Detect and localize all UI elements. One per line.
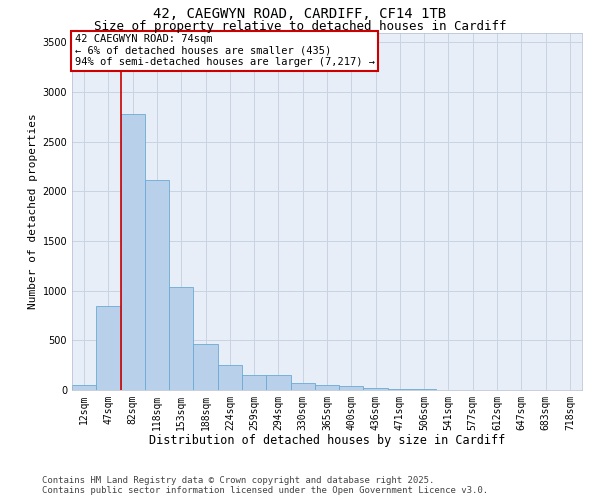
Bar <box>266 374 290 390</box>
Bar <box>364 388 388 390</box>
Bar <box>388 388 412 390</box>
Bar <box>339 386 364 390</box>
Bar <box>121 114 145 390</box>
Text: 42 CAEGWYN ROAD: 74sqm
← 6% of detached houses are smaller (435)
94% of semi-det: 42 CAEGWYN ROAD: 74sqm ← 6% of detached … <box>74 34 374 68</box>
Y-axis label: Number of detached properties: Number of detached properties <box>28 114 38 309</box>
X-axis label: Distribution of detached houses by size in Cardiff: Distribution of detached houses by size … <box>149 434 505 448</box>
Text: Contains public sector information licensed under the Open Government Licence v3: Contains public sector information licen… <box>42 486 488 495</box>
Bar <box>96 306 121 390</box>
Bar <box>315 384 339 390</box>
Bar <box>72 384 96 390</box>
Bar <box>242 374 266 390</box>
Bar <box>193 344 218 390</box>
Bar <box>145 180 169 390</box>
Bar <box>169 286 193 390</box>
Bar <box>290 382 315 390</box>
Bar <box>218 365 242 390</box>
Bar <box>412 389 436 390</box>
Text: Contains HM Land Registry data © Crown copyright and database right 2025.: Contains HM Land Registry data © Crown c… <box>42 476 434 485</box>
Text: 42, CAEGWYN ROAD, CARDIFF, CF14 1TB: 42, CAEGWYN ROAD, CARDIFF, CF14 1TB <box>154 8 446 22</box>
Text: Size of property relative to detached houses in Cardiff: Size of property relative to detached ho… <box>94 20 506 33</box>
